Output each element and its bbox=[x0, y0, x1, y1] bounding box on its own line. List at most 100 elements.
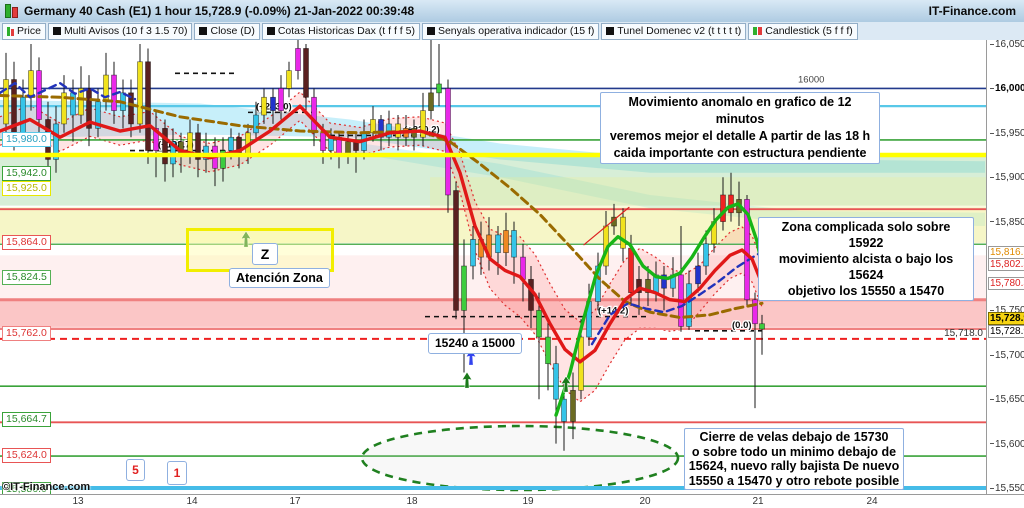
note-movimiento[interactable]: Movimiento anomalo en grafico de 12 minu… bbox=[600, 92, 880, 164]
note-rango-15240[interactable]: 15240 a 15000 bbox=[428, 333, 523, 354]
candle-body bbox=[20, 96, 26, 134]
chart-title: Germany 40 Cash (E1) 1 hour 15,728.9 (-0… bbox=[24, 4, 415, 18]
brown-dashed-ma bbox=[0, 94, 764, 320]
toolbar-button-close[interactable]: Close (D) bbox=[194, 22, 260, 40]
z-marker[interactable]: Z bbox=[252, 243, 278, 265]
candle-body bbox=[86, 88, 92, 129]
level-label-15624: 15,624.0 bbox=[2, 448, 51, 464]
candle-body bbox=[470, 239, 476, 267]
candle-body bbox=[420, 110, 426, 138]
signal-up-arrow bbox=[461, 371, 473, 389]
candle-body bbox=[145, 61, 151, 151]
toolbar-button-multi[interactable]: Multi Avisos (10 f 3 1.5 70) bbox=[47, 22, 193, 40]
candle-body bbox=[286, 70, 292, 89]
y-tick-16,050: 16,050 bbox=[990, 39, 1024, 50]
y-tick-mark bbox=[990, 443, 994, 445]
candle-body bbox=[228, 136, 234, 151]
candle-body bbox=[620, 216, 626, 249]
candle-body bbox=[495, 234, 501, 254]
signal-up-arrow bbox=[560, 375, 572, 393]
projection-ellipse[interactable] bbox=[360, 424, 680, 492]
candlestick-icon bbox=[753, 27, 763, 35]
candle-body bbox=[195, 132, 201, 160]
y-tick-16,000: 16,000 bbox=[990, 83, 1024, 94]
last-price-box: 15,728.9 bbox=[988, 312, 1024, 325]
indicator-value-box: 15,802.5 bbox=[988, 258, 1024, 271]
candle-body bbox=[253, 114, 259, 134]
candle-body bbox=[752, 299, 758, 325]
toolbar-button-senyals[interactable]: Senyals operativa indicador (15 f) bbox=[421, 22, 600, 40]
y-tick-mark bbox=[990, 354, 994, 356]
candle-body bbox=[703, 243, 709, 267]
time-axis[interactable]: 13 14 17 18 19 20 21 24 bbox=[0, 494, 1024, 508]
dashed-line-price-label: 15,718.0 bbox=[944, 328, 983, 339]
toolbar-button-cotas[interactable]: Cotas Historicas Dax (t f f f 5) bbox=[261, 22, 420, 40]
y-tick-15,550: 15,550 bbox=[990, 483, 1024, 494]
badge-5[interactable]: 5 bbox=[126, 459, 145, 481]
x-label-20: 20 bbox=[639, 496, 651, 507]
indicator-band bbox=[0, 299, 986, 329]
candle-body bbox=[278, 88, 284, 111]
indicator-toolbar: Price Multi Avisos (10 f 3 1.5 70) Close (… bbox=[0, 22, 1024, 40]
candle-body bbox=[128, 92, 134, 125]
toolbar-button-price[interactable]: Price bbox=[2, 22, 46, 40]
candle-body bbox=[578, 336, 584, 391]
app-candle-icon bbox=[5, 4, 18, 18]
price-icon bbox=[7, 26, 14, 36]
black-square-icon bbox=[426, 27, 435, 35]
x-label-13: 13 bbox=[72, 496, 84, 507]
y-tick-mark bbox=[990, 132, 994, 134]
candle-body bbox=[695, 265, 701, 285]
green-signal bbox=[554, 202, 764, 417]
toolbar-button-label: Close (D) bbox=[210, 25, 255, 37]
x-label-17: 17 bbox=[289, 496, 301, 507]
toolbar-button-label: Cotas Historicas Dax (t f f f 5) bbox=[277, 25, 415, 37]
candle-body bbox=[636, 278, 642, 293]
y-tick-15,600: 15,600 bbox=[990, 439, 1024, 450]
candle-body bbox=[528, 278, 534, 311]
candle-body bbox=[511, 230, 517, 258]
y-tick-15,850: 15,850 bbox=[990, 217, 1024, 228]
toolbar-button-tunel[interactable]: Tunel Domenec v2 (t t t t t) bbox=[601, 22, 747, 40]
candle-body bbox=[728, 194, 734, 214]
candle-body bbox=[686, 283, 692, 327]
candle-body bbox=[311, 96, 317, 134]
x-label-18: 18 bbox=[406, 496, 418, 507]
y-tick-mark bbox=[990, 43, 994, 45]
y-tick-15,900: 15,900 bbox=[990, 172, 1024, 183]
y-tick-mark bbox=[990, 88, 994, 90]
level-label-15762: 15,762.0 bbox=[2, 325, 51, 341]
candle-body bbox=[536, 310, 542, 338]
price-axis[interactable]: 16,050 16,000 15,950 15,900 15,850 15,750 15,7… bbox=[986, 39, 1024, 494]
candle-body bbox=[645, 278, 651, 293]
black-square-icon bbox=[266, 27, 275, 35]
badge-1[interactable]: 1 bbox=[167, 461, 187, 485]
toolbar-button-candlestick[interactable]: Candlestick (5 f f f) bbox=[748, 22, 858, 40]
red-ma bbox=[0, 104, 764, 364]
y-tick-mark bbox=[990, 487, 994, 489]
candle-body bbox=[95, 101, 101, 129]
candle-body bbox=[270, 96, 276, 111]
candle-body bbox=[370, 119, 376, 134]
candle-body bbox=[720, 194, 726, 222]
candle-body bbox=[295, 48, 301, 71]
note-zona-complicada[interactable]: Zona complicada solo sobre 15922 movimie… bbox=[758, 217, 974, 301]
candle-body bbox=[220, 150, 226, 169]
level-label-15925: 15,925.0 bbox=[2, 181, 51, 196]
toolbar-button-label: Price bbox=[17, 25, 41, 37]
candle-body bbox=[561, 398, 567, 422]
y-tick-mark bbox=[990, 221, 994, 223]
candle-body bbox=[53, 123, 59, 160]
candle-body bbox=[162, 128, 168, 165]
indicator-value-box: 15,728.9 bbox=[988, 325, 1024, 338]
toolbar-button-label: Candlestick (5 f f f) bbox=[765, 25, 853, 37]
y-tick-15,650: 15,650 bbox=[990, 394, 1024, 405]
level-16000-label: 16000 bbox=[798, 74, 824, 85]
note-atencion-zona[interactable]: Atención Zona bbox=[229, 268, 330, 288]
candle-body bbox=[428, 92, 434, 111]
note-cierre-velas[interactable]: Cierre de velas debajo de 15730 o sobre … bbox=[684, 428, 904, 490]
y-tick-mark bbox=[990, 310, 994, 312]
candle-body bbox=[61, 92, 67, 125]
